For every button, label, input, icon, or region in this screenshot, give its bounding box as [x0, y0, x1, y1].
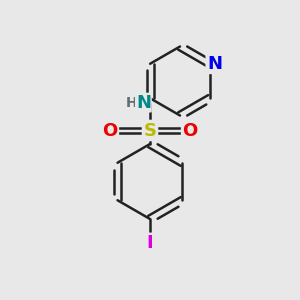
Text: O: O	[182, 122, 197, 140]
Text: H: H	[126, 96, 137, 110]
Text: N: N	[207, 55, 222, 73]
Text: N: N	[136, 94, 151, 112]
Text: S: S	[143, 122, 157, 140]
Text: O: O	[103, 122, 118, 140]
Text: I: I	[147, 234, 153, 252]
